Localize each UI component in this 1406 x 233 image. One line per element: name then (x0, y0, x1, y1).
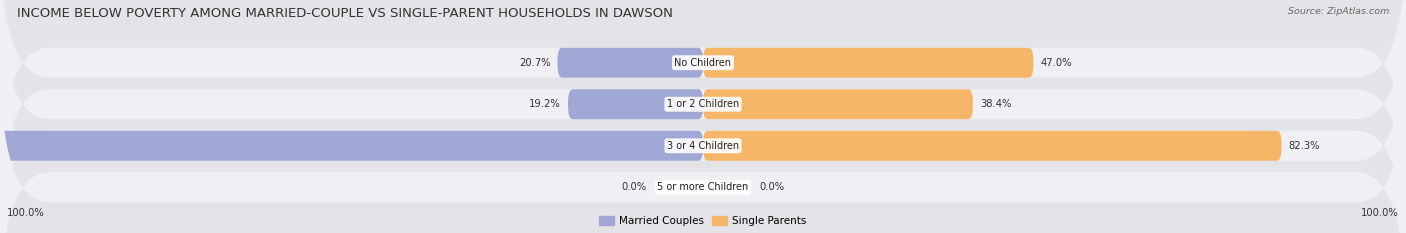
FancyBboxPatch shape (0, 57, 1406, 233)
Text: 47.0%: 47.0% (1040, 58, 1071, 68)
Text: 19.2%: 19.2% (529, 99, 561, 109)
FancyBboxPatch shape (558, 48, 703, 78)
FancyBboxPatch shape (0, 131, 703, 161)
Text: 82.3%: 82.3% (1289, 141, 1320, 151)
Text: 5 or more Children: 5 or more Children (658, 182, 748, 192)
Legend: Married Couples, Single Parents: Married Couples, Single Parents (595, 212, 811, 230)
Text: 0.0%: 0.0% (621, 182, 647, 192)
Text: Source: ZipAtlas.com: Source: ZipAtlas.com (1288, 7, 1389, 16)
Text: 0.0%: 0.0% (759, 182, 785, 192)
Text: 20.7%: 20.7% (519, 58, 551, 68)
Text: 100.0%: 100.0% (7, 208, 45, 218)
FancyBboxPatch shape (0, 15, 1406, 233)
FancyBboxPatch shape (703, 131, 1282, 161)
FancyBboxPatch shape (568, 89, 703, 119)
Text: 3 or 4 Children: 3 or 4 Children (666, 141, 740, 151)
Text: 1 or 2 Children: 1 or 2 Children (666, 99, 740, 109)
FancyBboxPatch shape (703, 48, 1033, 78)
Text: No Children: No Children (675, 58, 731, 68)
FancyBboxPatch shape (703, 89, 973, 119)
Text: 38.4%: 38.4% (980, 99, 1011, 109)
FancyBboxPatch shape (0, 0, 1406, 193)
Text: INCOME BELOW POVERTY AMONG MARRIED-COUPLE VS SINGLE-PARENT HOUSEHOLDS IN DAWSON: INCOME BELOW POVERTY AMONG MARRIED-COUPL… (17, 7, 672, 20)
Text: 100.0%: 100.0% (1361, 208, 1399, 218)
